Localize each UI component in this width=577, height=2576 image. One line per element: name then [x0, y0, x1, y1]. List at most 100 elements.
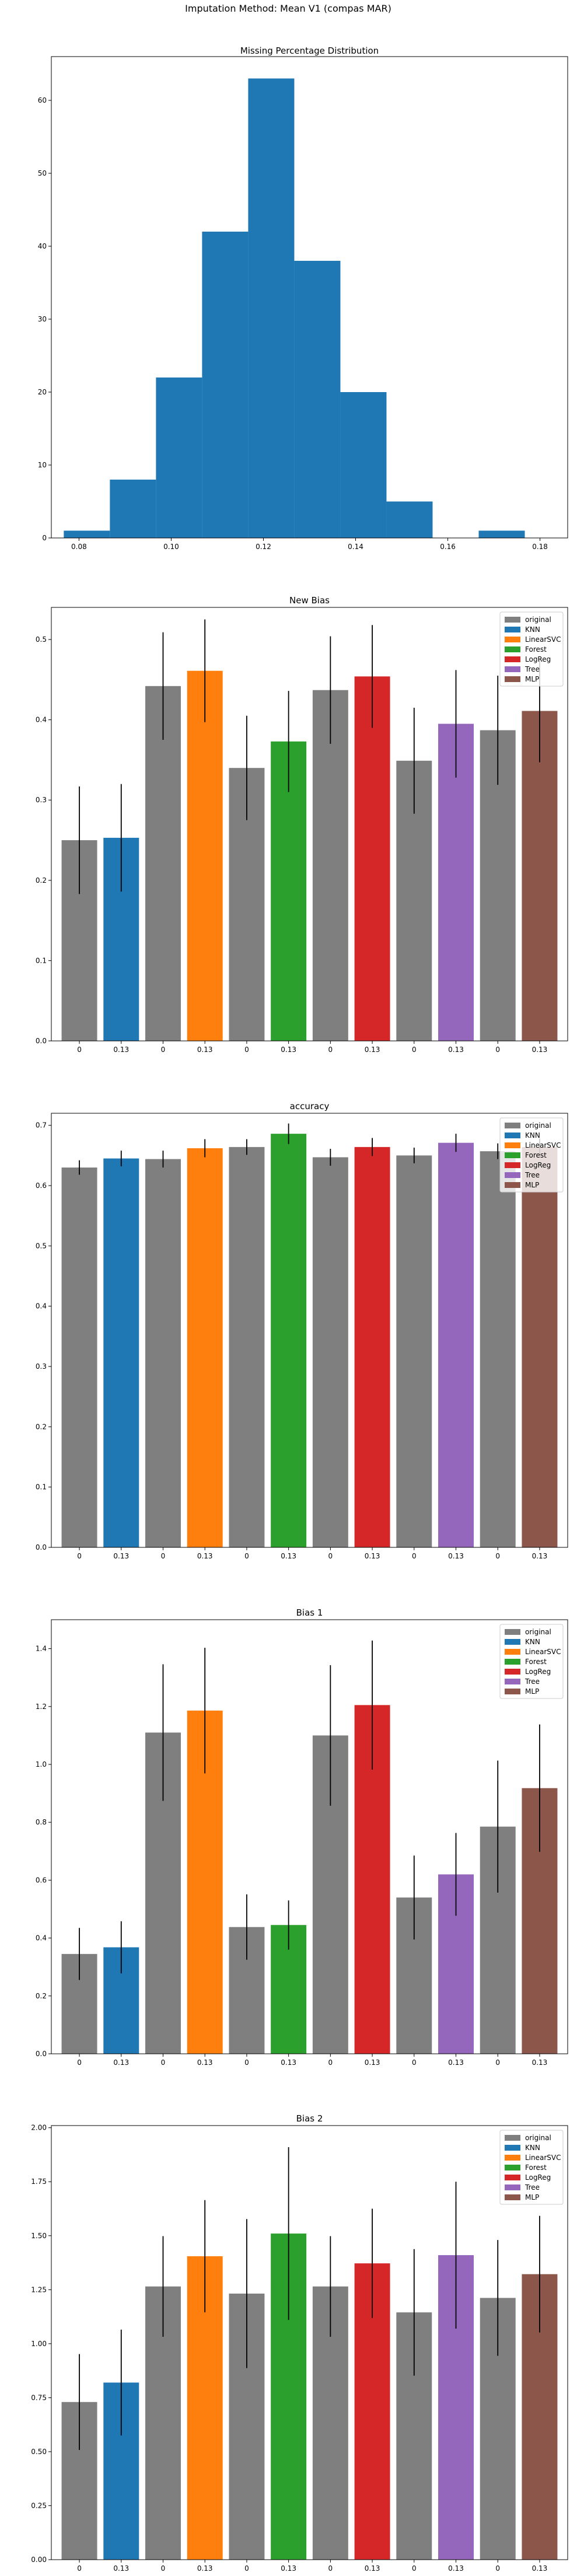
y-tick-label: 0.3 [36, 796, 47, 804]
x-tick-label: 0.13 [448, 1046, 464, 1054]
legend-swatch [505, 1649, 520, 1655]
legend-swatch [505, 2194, 520, 2200]
legend-swatch [505, 2184, 520, 2190]
y-tick-label: 0.8 [36, 1818, 47, 1826]
legend-swatch [505, 2135, 520, 2141]
x-tick-label: 0 [244, 1552, 249, 1560]
hist-bar [202, 232, 249, 538]
bar-forest [271, 1134, 307, 1547]
panel-2: New Bias 0 0.13 0 0.13 0 0.13 0 0.13 0 0.13 0 0.13 0.… [36, 595, 568, 1054]
x-tick-label: 0 [161, 1046, 166, 1054]
y-tick-label: 60 [38, 96, 47, 104]
y-tick-label: 0.7 [36, 1121, 47, 1130]
bar-mlp [522, 1147, 558, 1547]
y-tick-label: 10 [38, 461, 47, 469]
x-tick-label: 0 [161, 1552, 166, 1560]
legend-label: original [525, 2134, 551, 2142]
figure-suptitle: Imputation Method: Mean V1 (compas MAR) [185, 3, 391, 14]
x-tick-label: 0.14 [348, 543, 363, 551]
legend-label: LinearSVC [525, 1648, 561, 1656]
x-tick-label: 0 [244, 2058, 249, 2067]
y-tick-label: 0.4 [36, 716, 47, 724]
y-tick-label: 0.75 [31, 2393, 47, 2402]
legend-swatch [505, 2145, 520, 2151]
legend-label: original [525, 1121, 551, 1130]
x-tick-label: 0.13 [532, 1552, 548, 1560]
legend-swatch [505, 1669, 520, 1675]
y-tick-label: 50 [38, 169, 47, 177]
hist-bar [294, 261, 341, 538]
plot-frame [51, 56, 568, 539]
hist-bar [64, 530, 110, 538]
x-tick-label: 0.13 [281, 2564, 296, 2572]
y-tick-label: 0.2 [36, 1992, 47, 2000]
bar-logreg [354, 1147, 390, 1547]
y-tick-label: 0.4 [36, 1934, 47, 1942]
legend-swatch [505, 637, 520, 642]
legend-label: MLP [525, 2193, 539, 2201]
y-tick-label: 0.6 [36, 1182, 47, 1190]
legend-label: Forest [525, 2163, 547, 2172]
legend-label: original [525, 1628, 551, 1636]
bar-original [312, 1157, 348, 1547]
legend-label: MLP [525, 675, 539, 683]
x-tick-label: 0.13 [113, 2058, 129, 2067]
x-tick-label: 0.13 [365, 2564, 380, 2572]
legend-label: LogReg [525, 2173, 551, 2182]
x-tick-label: 0 [495, 1046, 500, 1054]
x-tick-label: 0.13 [113, 2564, 129, 2572]
x-tick-label: 0 [328, 2058, 333, 2067]
x-tick-label: 0.13 [365, 2058, 380, 2067]
bar-original [61, 1168, 97, 1547]
y-tick-label: 0.6 [36, 1876, 47, 1884]
legend-swatch [505, 1659, 520, 1665]
x-tick-label: 0 [161, 2564, 166, 2572]
y-tick-label: 1.0 [36, 1760, 47, 1768]
legend-label: KNN [525, 625, 540, 634]
panel-3: accuracy 0 0.13 0 0.13 0 0.13 0 0.13 0 0.13 0 0.13 0.… [36, 1101, 568, 1560]
plot-frame [51, 607, 568, 1041]
x-tick-label: 0 [161, 2058, 166, 2067]
legend-label: Tree [524, 1677, 540, 1686]
legend-label: MLP [525, 1181, 539, 1189]
y-tick-label: 0.50 [31, 2448, 47, 2456]
y-tick-label: 0.2 [36, 1422, 47, 1431]
x-tick-label: 0.13 [281, 2058, 296, 2067]
y-tick-label: 0.4 [36, 1302, 47, 1310]
bar-logreg [354, 676, 390, 1041]
legend-label: LinearSVC [525, 635, 561, 644]
legend-label: MLP [525, 1687, 539, 1696]
x-tick-label: 0 [495, 2564, 500, 2572]
x-tick-label: 0 [412, 1046, 417, 1054]
panel-title: Bias 1 [296, 1607, 323, 1618]
legend-swatch [505, 1162, 520, 1168]
y-tick-label: 0 [42, 534, 47, 542]
y-tick-label: 0.0 [36, 1543, 47, 1551]
legend-label: Tree [524, 1171, 540, 1179]
legend-swatch [505, 1689, 520, 1694]
y-tick-label: 0.0 [36, 2050, 47, 2058]
x-tick-label: 0.13 [197, 2058, 213, 2067]
x-tick-label: 0.13 [532, 2058, 548, 2067]
legend-label: Tree [524, 665, 540, 673]
legend-swatch [505, 656, 520, 662]
x-tick-label: 0.13 [281, 1046, 296, 1054]
x-tick-label: 0.13 [197, 1046, 213, 1054]
bar-original [145, 686, 181, 1041]
bar-original [480, 1151, 516, 1547]
y-tick-label: 0.1 [36, 1483, 47, 1491]
x-tick-label: 0 [412, 1552, 417, 1560]
legend-swatch [505, 1679, 520, 1684]
legend-swatch [505, 1133, 520, 1138]
bar-linearsvc [187, 670, 223, 1041]
x-tick-label: 0.18 [532, 543, 548, 551]
panel-title: accuracy [290, 1101, 330, 1112]
legend-label: LinearSVC [525, 2154, 561, 2162]
hist-bar [156, 378, 202, 538]
legend-label: KNN [525, 1638, 540, 1646]
y-tick-label: 0.25 [31, 2501, 47, 2509]
y-tick-label: 1.25 [31, 2285, 47, 2294]
legend-label: LogReg [525, 655, 551, 663]
